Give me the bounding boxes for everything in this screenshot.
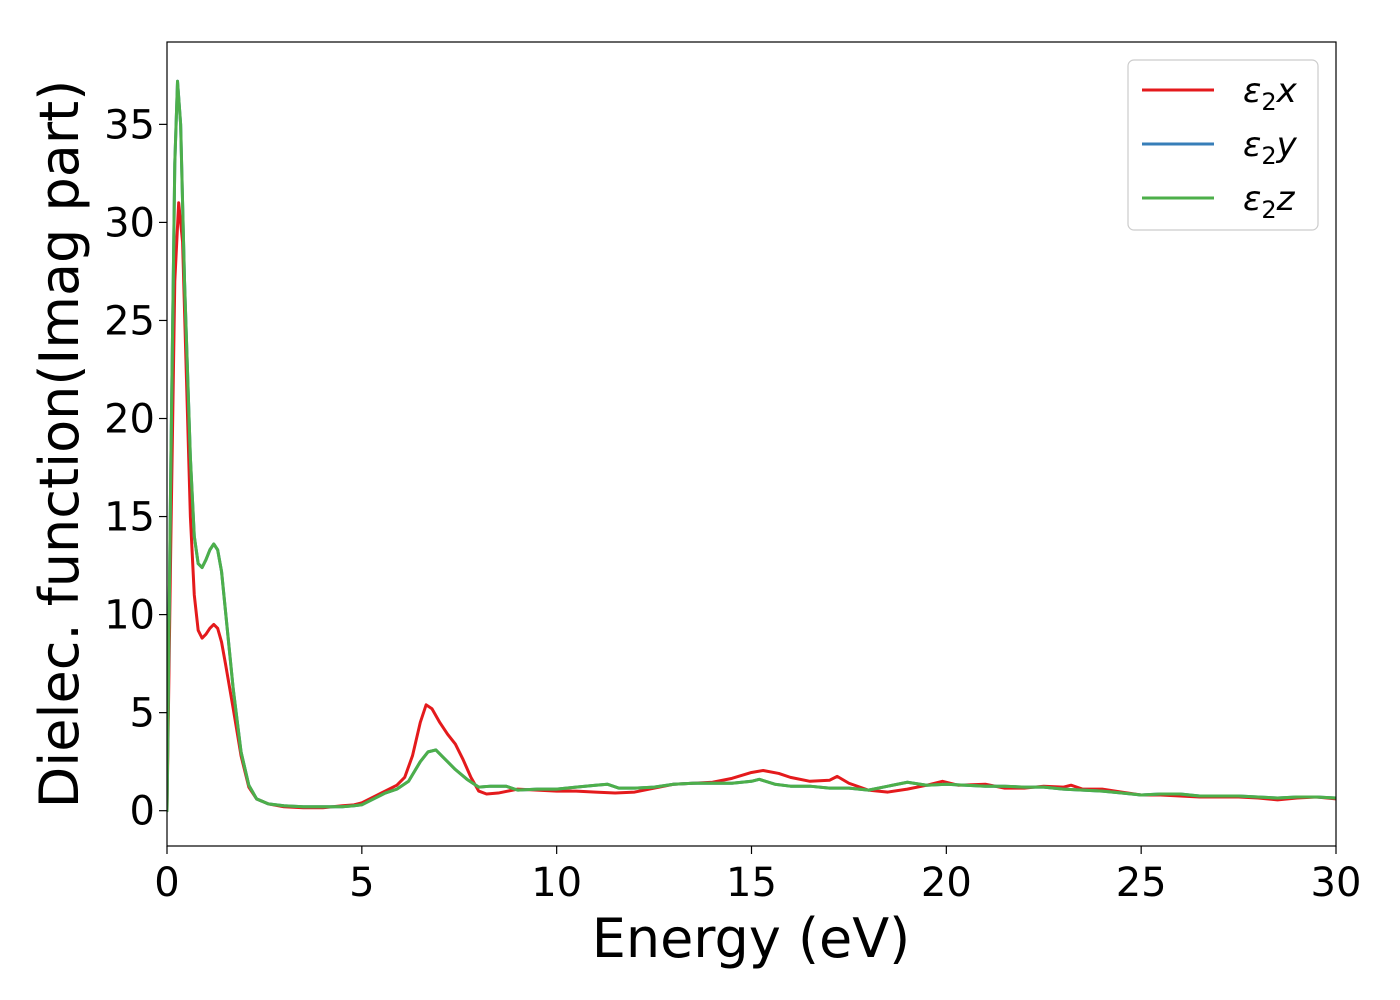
- y-tick-label: 15: [104, 495, 155, 541]
- series-layer: [167, 79, 1336, 813]
- legend-label-2: ε2y: [1243, 125, 1298, 170]
- y-axis-title: Dielec. function(Imag part): [28, 80, 91, 809]
- series-line-3: [167, 79, 1336, 813]
- y-tick-label: 25: [104, 298, 155, 344]
- legend-box: [1127, 59, 1319, 231]
- y-tick-label: 30: [104, 200, 155, 246]
- legend-label-3: ε2z: [1243, 179, 1296, 224]
- x-tick-label: 5: [349, 860, 374, 906]
- x-tick-label: 10: [531, 860, 582, 906]
- x-tick-label: 20: [921, 860, 972, 906]
- y-tick-label: 10: [104, 593, 155, 639]
- x-tick-label: 30: [1311, 860, 1362, 906]
- x-axis-title: Energy (eV): [592, 907, 911, 970]
- legend: ε2x ε2y ε2z: [1127, 59, 1319, 231]
- y-tick-label: 20: [104, 397, 155, 443]
- x-tick-label: 15: [726, 860, 777, 906]
- y-axis: 0 5 10 15 20 25 30 35: [104, 102, 167, 835]
- legend-label-1: ε2x: [1243, 71, 1298, 116]
- y-tick-label: 35: [104, 102, 155, 148]
- y-tick-label: 5: [130, 691, 155, 737]
- x-axis: 0 5 10 15 20 25 30: [154, 846, 1361, 906]
- x-tick-label: 25: [1116, 860, 1167, 906]
- x-tick-label: 0: [154, 860, 179, 906]
- y-tick-label: 0: [130, 789, 155, 835]
